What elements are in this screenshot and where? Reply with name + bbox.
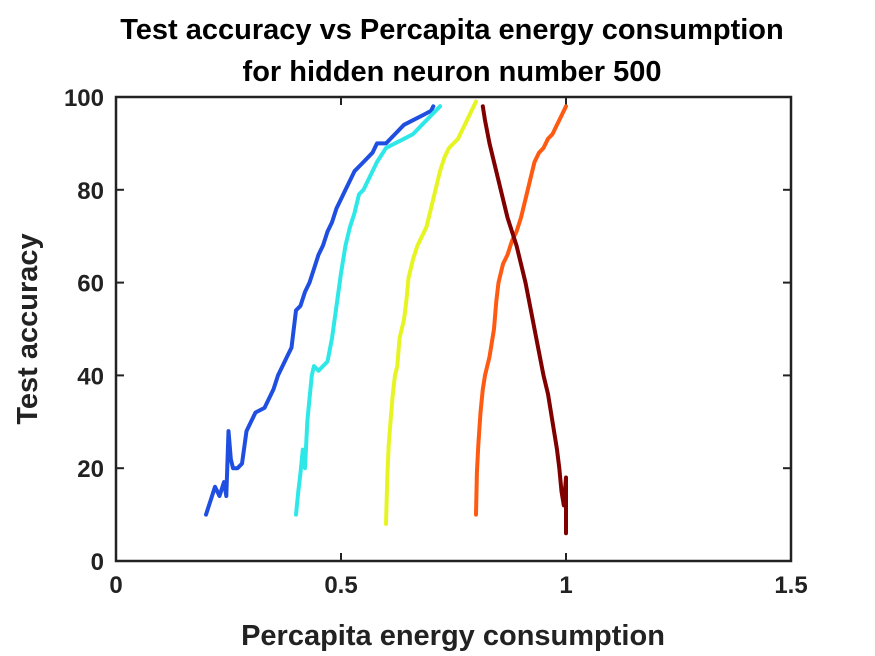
y-axis-label: Test accuracy [12, 233, 44, 424]
y-tick-label: 20 [77, 456, 104, 483]
y-tick-label: 80 [77, 178, 104, 205]
x-tick-label: 1 [559, 572, 572, 599]
series-line-5 [480, 104, 568, 536]
chart-title-line-2: for hidden neuron number 500 [243, 56, 662, 88]
plot-area-frame [114, 95, 793, 563]
x-axis-label: Percapita energy consumption [241, 620, 665, 652]
axis-tick-labels: 0 0.5 1 1.5 0 20 40 60 80 100 [64, 85, 808, 599]
chart-title-line-1: Test accuracy vs Percapita energy consum… [120, 14, 784, 46]
x-tick-label: 0 [109, 572, 122, 599]
series-lines [204, 99, 568, 536]
series-line-2 [294, 104, 442, 517]
series-line-3 [384, 99, 478, 526]
y-tick-label: 100 [64, 85, 104, 112]
x-tick-label: 1.5 [774, 572, 807, 599]
axis-ticks [115, 96, 792, 562]
y-tick-label: 0 [91, 549, 104, 576]
y-tick-label: 60 [77, 271, 104, 298]
y-tick-label: 40 [77, 363, 104, 390]
series-line-4 [474, 104, 568, 517]
x-tick-label: 0.5 [324, 572, 357, 599]
series-line-1 [204, 104, 436, 517]
